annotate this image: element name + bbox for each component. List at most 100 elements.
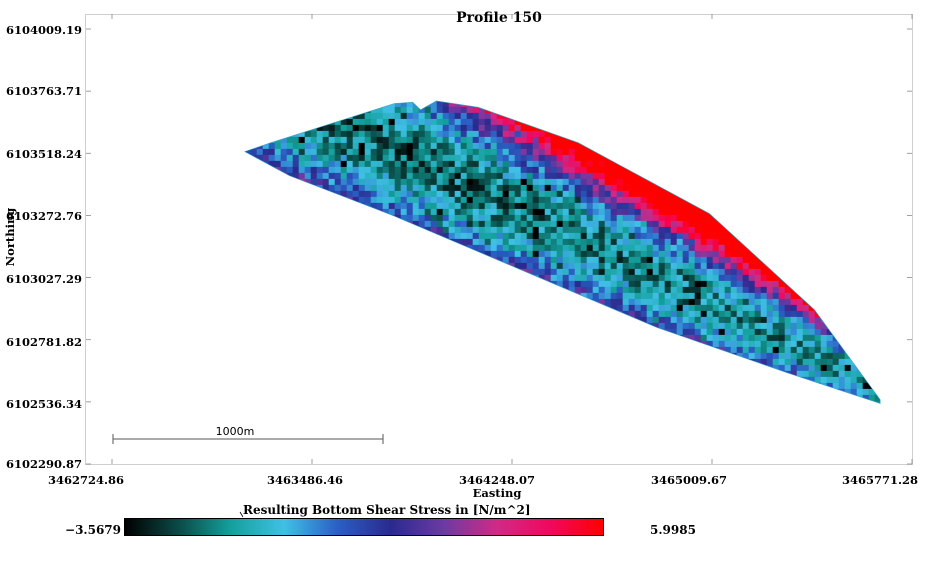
mesh-cell bbox=[292, 196, 300, 204]
mesh-cell bbox=[538, 328, 546, 336]
mesh-cell bbox=[760, 304, 768, 312]
mesh-cell bbox=[568, 322, 576, 330]
mesh-cell bbox=[760, 190, 768, 198]
mesh-cell bbox=[730, 334, 738, 342]
mesh-cell bbox=[394, 148, 402, 156]
mesh-cell bbox=[514, 226, 522, 234]
mesh-cell bbox=[622, 256, 630, 264]
mesh-cell bbox=[418, 232, 426, 240]
mesh-cell bbox=[778, 226, 786, 234]
mesh-cell bbox=[280, 250, 288, 258]
mesh-cell bbox=[766, 370, 774, 378]
mesh-cell bbox=[304, 106, 312, 114]
mesh-cell bbox=[652, 226, 660, 234]
mesh-cell bbox=[790, 160, 798, 168]
mesh-cell bbox=[856, 136, 864, 144]
mesh-cell bbox=[850, 208, 858, 216]
mesh-cell bbox=[412, 232, 420, 240]
mesh-cell bbox=[490, 346, 498, 354]
mesh-cell bbox=[874, 166, 881, 174]
mesh-cell bbox=[268, 376, 276, 384]
mesh-cell bbox=[616, 370, 624, 378]
mesh-cell bbox=[340, 250, 348, 258]
mesh-cell bbox=[484, 334, 492, 342]
mesh-cell bbox=[310, 148, 318, 156]
mesh-cell bbox=[676, 130, 684, 138]
mesh-cell bbox=[550, 118, 558, 126]
mesh-cell bbox=[370, 328, 378, 336]
mesh-cell bbox=[754, 256, 762, 264]
mesh-cell bbox=[304, 160, 312, 168]
mesh-cell bbox=[400, 346, 408, 354]
mesh-cell bbox=[736, 154, 744, 162]
mesh-cell bbox=[838, 244, 846, 252]
mesh-cell bbox=[406, 376, 414, 384]
mesh-cell bbox=[574, 190, 582, 198]
mesh-cell bbox=[832, 208, 840, 216]
mesh-cell bbox=[736, 208, 744, 216]
mesh-cell bbox=[844, 358, 852, 366]
mesh-cell bbox=[868, 184, 876, 192]
mesh-cell bbox=[622, 172, 630, 180]
mesh-cell bbox=[694, 166, 702, 174]
mesh-cell bbox=[844, 298, 852, 306]
mesh-cell bbox=[706, 142, 714, 150]
mesh-cell bbox=[460, 142, 468, 150]
mesh-cell bbox=[640, 316, 648, 324]
mesh-cell bbox=[436, 352, 444, 360]
mesh-cell bbox=[760, 334, 768, 342]
mesh-cell bbox=[400, 286, 408, 294]
mesh-cell bbox=[448, 256, 456, 264]
mesh-cell bbox=[364, 196, 372, 204]
mesh-cell bbox=[322, 298, 330, 306]
mesh-cell bbox=[502, 322, 510, 330]
mesh-cell bbox=[256, 226, 264, 234]
mesh-cell bbox=[508, 376, 516, 384]
mesh-cell bbox=[598, 196, 606, 204]
mesh-cell bbox=[484, 298, 492, 306]
mesh-cell bbox=[292, 244, 300, 252]
mesh-cell bbox=[490, 232, 498, 240]
mesh-cell bbox=[292, 190, 300, 198]
mesh-cell bbox=[532, 352, 540, 360]
mesh-cell bbox=[244, 274, 252, 282]
mesh-cell bbox=[424, 370, 432, 378]
mesh-cell bbox=[256, 106, 264, 114]
mesh-cell bbox=[658, 214, 666, 222]
mesh-cell bbox=[334, 250, 342, 258]
mesh-cell bbox=[544, 142, 552, 150]
mesh-cell bbox=[244, 250, 252, 258]
mesh-cell bbox=[604, 142, 612, 150]
mesh-cell bbox=[298, 352, 306, 360]
mesh-cell bbox=[664, 244, 672, 252]
mesh-cell bbox=[478, 280, 486, 288]
mesh-cell bbox=[568, 184, 576, 192]
mesh-cell bbox=[292, 334, 300, 342]
mesh-cell bbox=[634, 232, 642, 240]
mesh-cell bbox=[328, 268, 336, 276]
mesh-cell bbox=[328, 328, 336, 336]
mesh-cell bbox=[292, 142, 300, 150]
mesh-cell bbox=[562, 358, 570, 366]
mesh-cell bbox=[328, 124, 336, 132]
mesh-cell bbox=[784, 220, 792, 228]
mesh-cell bbox=[340, 370, 348, 378]
mesh-cell bbox=[694, 148, 702, 156]
mesh-cell bbox=[328, 178, 336, 186]
mesh-cell bbox=[292, 154, 300, 162]
mesh-cell bbox=[514, 250, 522, 258]
mesh-cell bbox=[322, 100, 330, 108]
mesh-cell bbox=[400, 136, 408, 144]
mesh-cell bbox=[310, 250, 318, 258]
mesh-cell bbox=[424, 256, 432, 264]
mesh-cell bbox=[634, 250, 642, 258]
x-tick-label: 3465009.67 bbox=[650, 473, 728, 487]
mesh-cell bbox=[316, 256, 324, 264]
mesh-cell bbox=[826, 340, 834, 348]
mesh-cell bbox=[478, 196, 486, 204]
mesh-cell bbox=[820, 178, 828, 186]
mesh-cell bbox=[724, 178, 732, 186]
mesh-cell bbox=[376, 256, 384, 264]
mesh-cell bbox=[724, 118, 732, 126]
mesh-cell bbox=[526, 214, 534, 222]
